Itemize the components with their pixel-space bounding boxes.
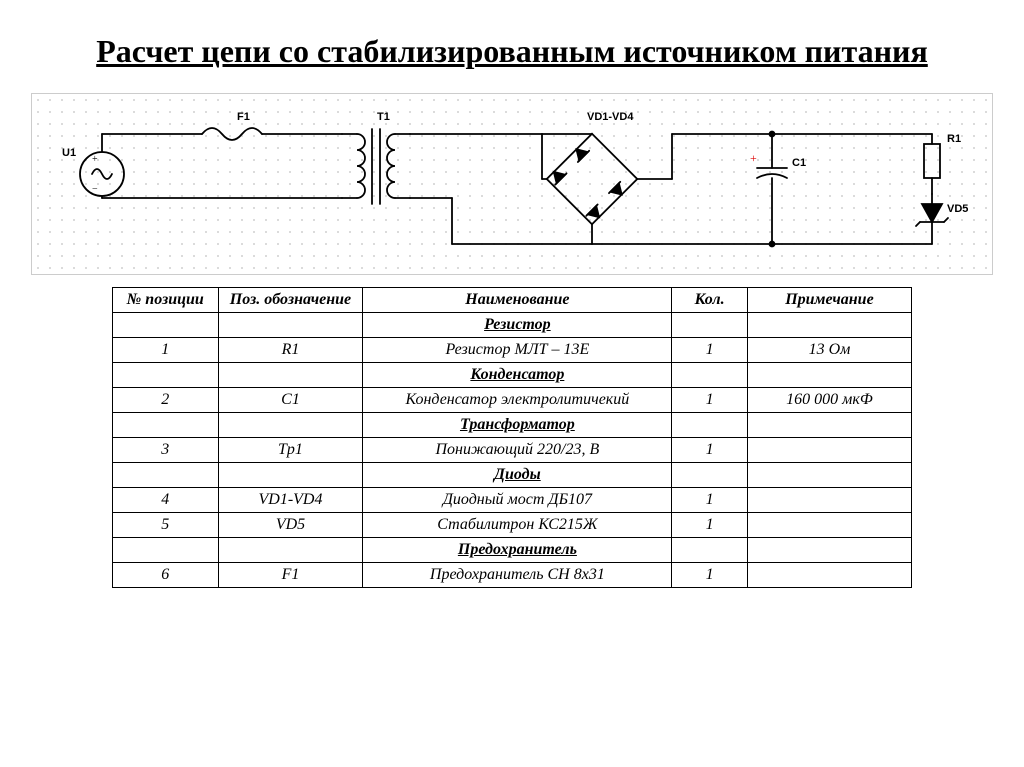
cell-qty: 1 (672, 488, 748, 513)
cell-qty: 1 (672, 563, 748, 588)
circuit-diagram: + − U1 F1 T1 VD1-VD4 (31, 93, 993, 275)
th-ref: Поз. обозначение (218, 288, 363, 313)
svg-text:−: − (92, 184, 98, 195)
label-vd-bridge: VD1-VD4 (587, 111, 634, 123)
cell-name: Понижающий 220/23, В (363, 438, 672, 463)
cell-note (747, 563, 911, 588)
page-title: Расчет цепи со стабилизированным источни… (20, 30, 1004, 73)
section-title: Предохранитель (363, 538, 672, 563)
th-name: Наименование (363, 288, 672, 313)
label-c1: C1 (792, 157, 806, 169)
cell-note: 160 000 мкФ (747, 388, 911, 413)
th-pos: № позиции (113, 288, 219, 313)
cell-name: Конденсатор электролитичекий (363, 388, 672, 413)
table-header-row: № позиции Поз. обозначение Наименование … (113, 288, 912, 313)
cell-pos: 1 (113, 338, 219, 363)
cell-ref: F1 (218, 563, 363, 588)
label-r1: R1 (947, 133, 961, 145)
label-vd5: VD5 (947, 203, 968, 215)
section-title: Резистор (363, 313, 672, 338)
cell-note (747, 438, 911, 463)
cell-note (747, 513, 911, 538)
cell-pos: 4 (113, 488, 219, 513)
cell-note (747, 488, 911, 513)
section-title: Диоды (363, 463, 672, 488)
th-qty: Кол. (672, 288, 748, 313)
table-section-row: Трансформатор (113, 413, 912, 438)
cell-pos: 5 (113, 513, 219, 538)
cell-pos: 6 (113, 563, 219, 588)
label-plus: + (750, 151, 757, 165)
label-u1: U1 (62, 147, 76, 159)
cell-pos: 2 (113, 388, 219, 413)
cell-qty: 1 (672, 338, 748, 363)
bom-table: № позиции Поз. обозначение Наименование … (112, 287, 912, 588)
circuit-svg: + − U1 F1 T1 VD1-VD4 (32, 94, 992, 274)
th-note: Примечание (747, 288, 911, 313)
cell-name: Стабилитрон КС215Ж (363, 513, 672, 538)
cell-qty: 1 (672, 438, 748, 463)
table-section-row: Предохранитель (113, 538, 912, 563)
cell-ref: VD5 (218, 513, 363, 538)
cell-ref: C1 (218, 388, 363, 413)
section-title: Трансформатор (363, 413, 672, 438)
table-section-row: Резистор (113, 313, 912, 338)
table-row: 4VD1-VD4Диодный мост ДБ1071 (113, 488, 912, 513)
table-row: 1R1Резистор МЛТ – 13Е113 Ом (113, 338, 912, 363)
cell-pos: 3 (113, 438, 219, 463)
table-row: 5VD5Стабилитрон КС215Ж1 (113, 513, 912, 538)
cell-qty: 1 (672, 513, 748, 538)
cell-note: 13 Ом (747, 338, 911, 363)
svg-text:+: + (92, 154, 98, 165)
cell-name: Резистор МЛТ – 13Е (363, 338, 672, 363)
cell-ref: R1 (218, 338, 363, 363)
table-row: 6F1Предохранитель СН 8x311 (113, 563, 912, 588)
label-f1: F1 (237, 111, 250, 123)
cell-ref: VD1-VD4 (218, 488, 363, 513)
section-title: Конденсатор (363, 363, 672, 388)
cell-qty: 1 (672, 388, 748, 413)
table-section-row: Конденсатор (113, 363, 912, 388)
table-row: 3Tp1Понижающий 220/23, В1 (113, 438, 912, 463)
table-section-row: Диоды (113, 463, 912, 488)
cell-ref: Tp1 (218, 438, 363, 463)
label-t1: T1 (377, 111, 390, 123)
table-row: 2C1Конденсатор электролитичекий1160 000 … (113, 388, 912, 413)
cell-name: Предохранитель СН 8x31 (363, 563, 672, 588)
cell-name: Диодный мост ДБ107 (363, 488, 672, 513)
